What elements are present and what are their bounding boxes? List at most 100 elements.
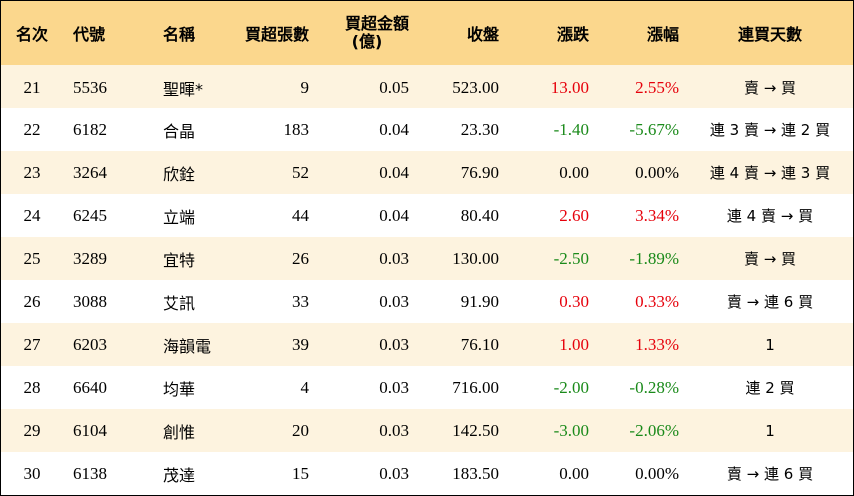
- rank-cell: 26: [23, 291, 41, 311]
- change-pct-cell: -0.28%: [629, 377, 679, 397]
- net-buy-amount-cell: 0.04: [379, 119, 409, 139]
- rank-cell: 24: [23, 205, 41, 225]
- header-code: 代號: [73, 25, 106, 44]
- change-cell: 2.60: [559, 205, 589, 225]
- net-buy-amount-cell: 0.03: [379, 377, 409, 397]
- consecutive-days-cell: 1: [765, 421, 775, 440]
- consecutive-days-cell: 1: [765, 335, 775, 354]
- header-net-buy-amount-line1: 買超金額: [344, 14, 409, 33]
- net-buy-amount-cell: 0.03: [379, 291, 409, 311]
- name-cell: 合晶: [163, 121, 196, 141]
- change-cell: -2.00: [553, 377, 589, 397]
- change-cell: -2.50: [553, 248, 589, 268]
- change-pct-cell: 3.34%: [635, 205, 679, 225]
- net-buy-amount-cell: 0.05: [379, 77, 409, 97]
- close-cell: 80.40: [460, 205, 499, 225]
- name-cell: 艾訊: [163, 293, 196, 313]
- consecutive-days-cell: 連 4 賣 → 買: [726, 207, 814, 225]
- change-pct-cell: -5.67%: [629, 119, 679, 139]
- rank-cell: 22: [23, 119, 41, 139]
- change-cell: 1.00: [559, 334, 589, 354]
- table-row: 28 6640 均華 4 0.03 716.00 -2.00 -0.28% 連 2 買: [1, 366, 853, 409]
- change-pct-cell: 0.33%: [635, 291, 679, 311]
- change-pct-cell: 2.55%: [635, 77, 679, 97]
- code-cell: 6104: [73, 420, 107, 440]
- code-cell: 5536: [73, 77, 107, 97]
- table-body: 21 5536 聖暉* 9 0.05 523.00 13.00 2.55% 賣 → 買 22 618…: [1, 65, 853, 495]
- change-pct-cell: -1.89%: [629, 248, 679, 268]
- header-name: 名稱: [163, 25, 196, 44]
- net-buy-lots-cell: 52: [292, 162, 309, 182]
- header-consecutive-days: 連買天數: [737, 25, 802, 44]
- close-cell: 91.90: [460, 291, 499, 311]
- name-cell: 欣銓: [163, 164, 196, 184]
- change-cell: -3.00: [553, 420, 589, 440]
- net-buy-amount-cell: 0.04: [379, 205, 409, 225]
- code-cell: 3264: [73, 162, 107, 182]
- net-buy-lots-cell: 15: [292, 463, 309, 483]
- change-pct-cell: 0.00%: [635, 162, 679, 182]
- name-cell: 均華: [163, 379, 196, 399]
- header-change-pct: 漲幅: [646, 25, 679, 44]
- close-cell: 142.50: [452, 420, 499, 440]
- consecutive-days-cell: 連 3 賣 → 連 2 買: [709, 121, 831, 139]
- net-buy-lots-cell: 44: [292, 205, 309, 225]
- close-cell: 76.10: [460, 334, 499, 354]
- net-buy-amount-cell: 0.03: [379, 334, 409, 354]
- code-cell: 6245: [73, 205, 107, 225]
- close-cell: 76.90: [460, 162, 499, 182]
- code-cell: 6138: [73, 463, 107, 483]
- header-row: 名次 代號 名稱 買超張數 買超金額 (億) 收盤 漲跌 漲幅 連買天數: [1, 1, 853, 65]
- rank-cell: 30: [23, 463, 41, 483]
- header-change: 漲跌: [556, 25, 589, 44]
- net-buy-amount-cell: 0.03: [379, 248, 409, 268]
- code-cell: 3289: [73, 248, 107, 268]
- change-cell: 13.00: [550, 77, 589, 97]
- code-cell: 6640: [73, 377, 107, 397]
- net-buy-lots-cell: 39: [292, 334, 309, 354]
- net-buy-lots-cell: 9: [300, 77, 310, 97]
- change-cell: 0.30: [559, 291, 589, 311]
- net-buy-lots-cell: 20: [292, 420, 309, 440]
- name-cell: 宜特: [163, 250, 196, 270]
- close-cell: 23.30: [460, 119, 499, 139]
- header-net-buy-amount-unit: (億): [351, 32, 383, 51]
- rank-cell: 28: [23, 377, 41, 397]
- name-cell: 茂達: [163, 465, 196, 485]
- rank-cell: 29: [23, 420, 41, 440]
- code-cell: 6203: [73, 334, 107, 354]
- change-cell: 0.00: [559, 463, 589, 483]
- name-cell: 聖暉*: [163, 79, 204, 99]
- consecutive-days-cell: 賣 → 買: [743, 79, 797, 97]
- table-row: 21 5536 聖暉* 9 0.05 523.00 13.00 2.55% 賣 → 買: [1, 65, 853, 108]
- name-cell: 立端: [163, 207, 196, 227]
- net-buy-amount-cell: 0.03: [379, 463, 409, 483]
- table-row: 27 6203 海韻電 39 0.03 76.10 1.00 1.33% 1: [1, 323, 853, 366]
- table-row: 29 6104 創惟 20 0.03 142.50 -3.00 -2.06% 1: [1, 409, 853, 452]
- rank-cell: 25: [23, 248, 41, 268]
- rank-cell: 21: [23, 77, 41, 97]
- table-row: 26 3088 艾訊 33 0.03 91.90 0.30 0.33% 賣 → 連 6 買: [1, 280, 853, 323]
- consecutive-days-cell: 賣 → 連 6 買: [726, 293, 814, 311]
- table-row: 22 6182 合晶 183 0.04 23.30 -1.40 -5.67% 連 3 賣 → 連…: [1, 108, 853, 151]
- table-row: 24 6245 立端 44 0.04 80.40 2.60 3.34% 連 4 賣 → 買: [1, 194, 853, 237]
- consecutive-days-cell: 賣 → 連 6 買: [726, 465, 814, 483]
- rank-cell: 27: [23, 334, 41, 354]
- rank-cell: 23: [23, 162, 41, 182]
- change-cell: -1.40: [553, 119, 589, 139]
- close-cell: 183.50: [452, 463, 499, 483]
- header-net-buy-amount: 買超金額 (億): [317, 1, 417, 65]
- header-rank: 名次: [15, 25, 48, 44]
- net-buy-lots-cell: 4: [300, 377, 310, 397]
- net-buy-lots-cell: 33: [292, 291, 309, 311]
- net-buy-lots-cell: 183: [283, 119, 310, 139]
- change-cell: 0.00: [559, 162, 589, 182]
- table-row: 23 3264 欣銓 52 0.04 76.90 0.00 0.00% 連 4 賣 → 連 3 …: [1, 151, 853, 194]
- code-cell: 3088: [73, 291, 107, 311]
- net-buy-amount-cell: 0.04: [379, 162, 409, 182]
- close-cell: 716.00: [452, 377, 499, 397]
- close-cell: 523.00: [452, 77, 499, 97]
- consecutive-days-cell: 賣 → 買: [743, 250, 797, 268]
- code-cell: 6182: [73, 119, 107, 139]
